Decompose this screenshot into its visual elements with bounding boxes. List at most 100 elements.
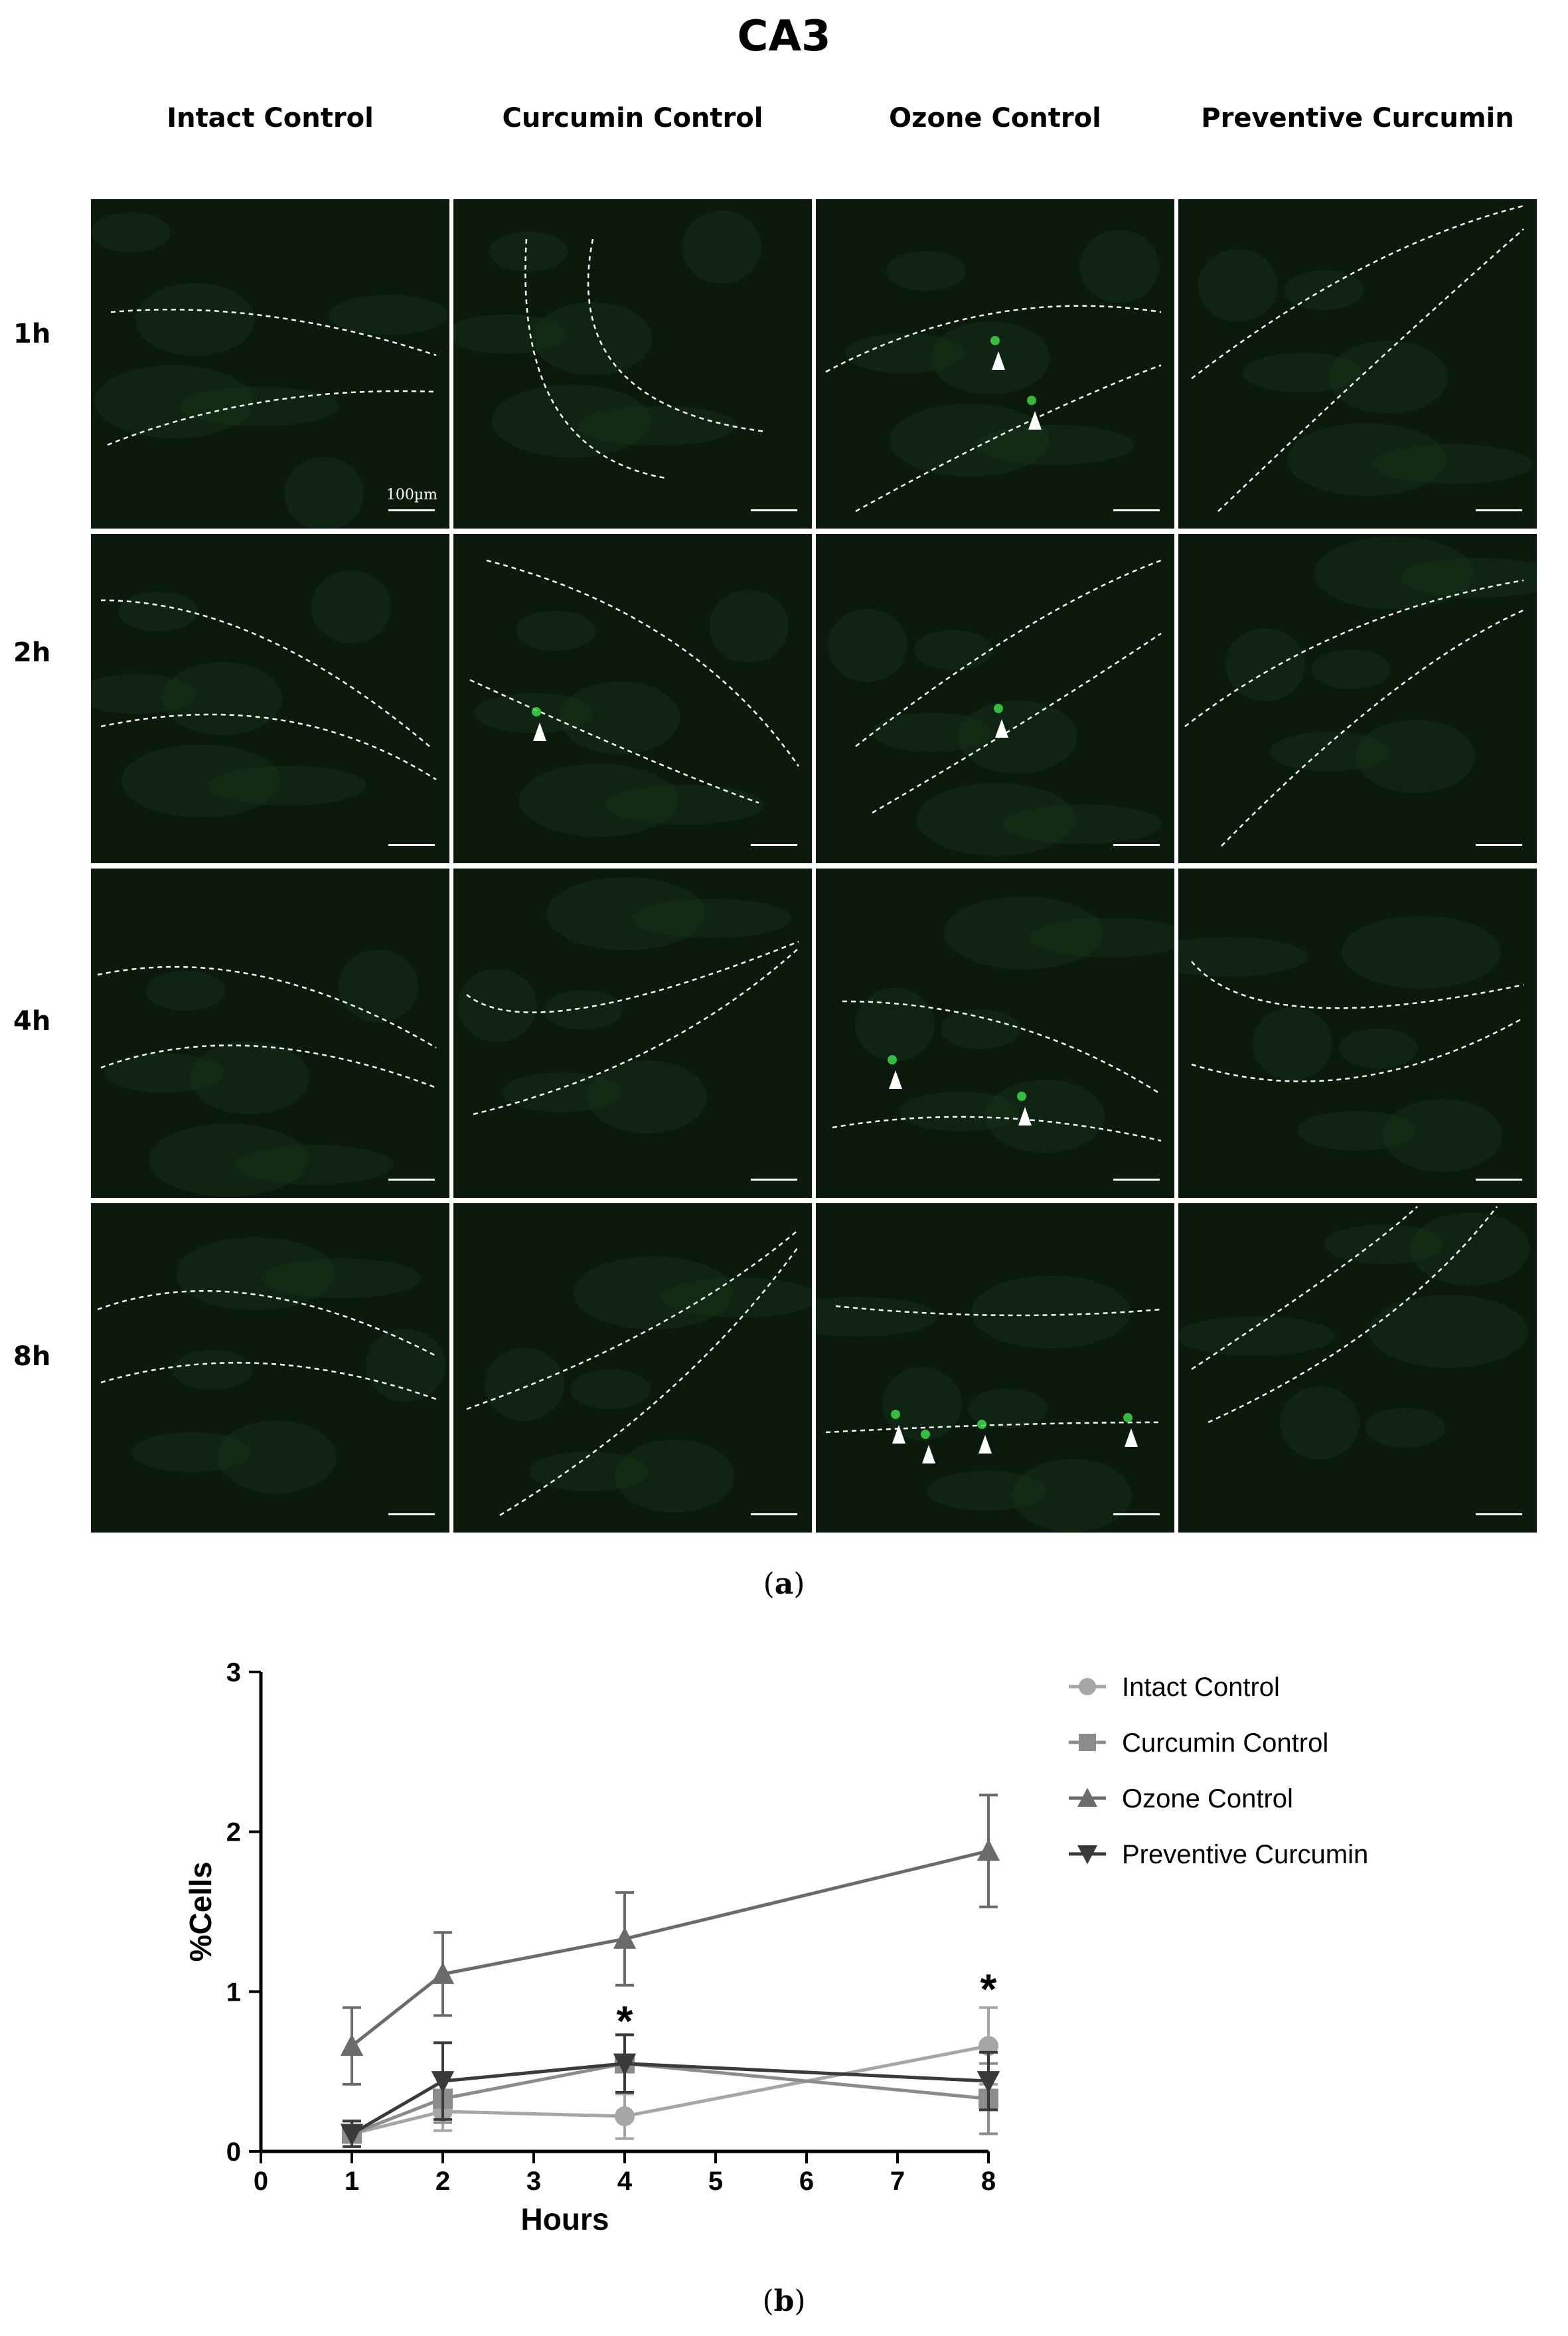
x-tick-label: 2 (435, 2167, 450, 2196)
x-axis-label: Hours (521, 2202, 609, 2236)
column-header-curcumin-control: Curcumin Control (502, 103, 763, 133)
tissue-texture (1287, 423, 1447, 496)
x-tick-label: 5 (708, 2167, 723, 2196)
tissue-texture (284, 457, 364, 529)
cell-layer-outline (587, 238, 766, 433)
y-axis-label: %Cells (183, 1862, 218, 1962)
caption-b: (b) (762, 2284, 806, 2318)
labelled-cell (891, 1410, 900, 1419)
micrograph-ozone-control-4h (816, 869, 1174, 1198)
data-point-intact-control (615, 2106, 635, 2127)
tissue-texture (262, 1258, 421, 1298)
tissue-texture (605, 785, 764, 825)
tissue-texture (632, 898, 791, 938)
tissue-texture (1178, 937, 1308, 977)
tissue-texture (1373, 444, 1532, 484)
tissue-texture (570, 1369, 650, 1409)
row-header-4h: 4h (13, 1006, 51, 1037)
cell-layer-outline (97, 1290, 437, 1357)
tissue-texture (1225, 628, 1305, 701)
tissue-texture (546, 877, 706, 950)
legend-label-ozone-control: Ozone Control (1122, 1784, 1293, 1813)
tissue-texture (659, 1278, 812, 1317)
scale-bar (1476, 1179, 1522, 1181)
tissue-texture (855, 988, 935, 1061)
tissue-texture (1178, 1316, 1335, 1356)
arrowhead-icon (922, 1445, 935, 1463)
tissue-texture (828, 609, 907, 682)
data-point-ozone-control (340, 2034, 364, 2056)
tissue-texture (941, 1009, 1020, 1049)
data-point-preventive-curcumin (431, 2071, 455, 2094)
arrowhead-icon (1125, 1428, 1138, 1447)
y-tick-label: 1 (226, 1977, 241, 2007)
micrograph-curcumin-control-2h (453, 534, 812, 863)
cell-layer-outline (1217, 228, 1524, 512)
micrograph-preventive-curcumin-2h (1178, 534, 1537, 863)
tissue-texture (578, 406, 737, 446)
series-line-curcumin-control (351, 2062, 989, 2135)
labelled-cell (977, 1420, 986, 1429)
scale-bar (751, 1513, 797, 1515)
cell-layer-outline (855, 364, 1162, 513)
cell-layer-outline (100, 1044, 437, 1089)
labelled-cell (990, 336, 1000, 345)
cell-layer-outline (825, 305, 1162, 373)
column-header-ozone-control: Ozone Control (889, 103, 1101, 133)
micrograph-preventive-curcumin-4h (1178, 869, 1537, 1198)
tissue-texture (588, 1060, 707, 1133)
tissue-texture (1338, 1029, 1418, 1068)
cell-layer-outline (466, 940, 799, 1013)
legend-label-preventive-curcumin: Preventive Curcumin (1122, 1840, 1368, 1869)
legend-marker-preventive-curcumin (1077, 1845, 1097, 1865)
micrograph-curcumin-control-8h (453, 1203, 812, 1533)
cell-layer-outline (499, 1246, 800, 1517)
tissue-texture (927, 1471, 1046, 1511)
scale-bar (388, 844, 435, 846)
column-header-intact-control: Intact Control (167, 103, 374, 133)
tissue-texture (958, 701, 1077, 774)
tissue-texture (453, 314, 567, 354)
tissue-texture (366, 1329, 445, 1402)
tissue-texture (900, 1092, 1019, 1131)
tissue-texture (1253, 1007, 1332, 1080)
tissue-texture (1314, 537, 1474, 610)
scale-bar (388, 509, 435, 511)
y-tick-label: 2 (226, 1818, 241, 1847)
tissue-texture (533, 302, 653, 375)
tissue-texture (913, 630, 993, 670)
tissue-texture (1356, 720, 1475, 793)
tissue-texture (163, 662, 282, 735)
arrowhead-icon (979, 1435, 992, 1454)
scale-bar (1113, 844, 1160, 846)
tissue-texture (872, 712, 992, 752)
tissue-texture (339, 950, 418, 1023)
tissue-texture (94, 365, 254, 438)
labelled-cell (1123, 1413, 1133, 1422)
tissue-texture (492, 384, 651, 458)
arrowhead-icon (892, 1425, 905, 1444)
scale-bar (1476, 844, 1522, 846)
scale-bar-label: 100µm (386, 487, 437, 503)
cell-layer-outline (100, 713, 437, 781)
cell-layer-outline (100, 1362, 437, 1400)
micrograph-curcumin-control-4h (453, 869, 812, 1198)
scale-bar (1113, 1513, 1160, 1515)
labelled-cell (532, 707, 541, 716)
tissue-texture (234, 1145, 394, 1185)
cell-layer-outline (110, 308, 437, 357)
x-tick-label: 8 (981, 2167, 996, 2196)
tissue-texture (1328, 341, 1448, 414)
tissue-texture (329, 295, 448, 335)
series-line-preventive-curcumin (351, 2062, 989, 2135)
cell-layer-outline (466, 1229, 799, 1410)
cell-layer-outline (855, 559, 1162, 747)
tissue-texture (1280, 1386, 1360, 1460)
cell-layer-outline (1184, 579, 1524, 727)
cell-layer-outline (832, 1116, 1162, 1142)
scale-bar (751, 1179, 797, 1181)
figure-title: CA3 (737, 12, 831, 61)
cell-layer-outline (524, 238, 666, 479)
labelled-cell (921, 1430, 930, 1439)
series-line-ozone-control (351, 1849, 989, 2048)
